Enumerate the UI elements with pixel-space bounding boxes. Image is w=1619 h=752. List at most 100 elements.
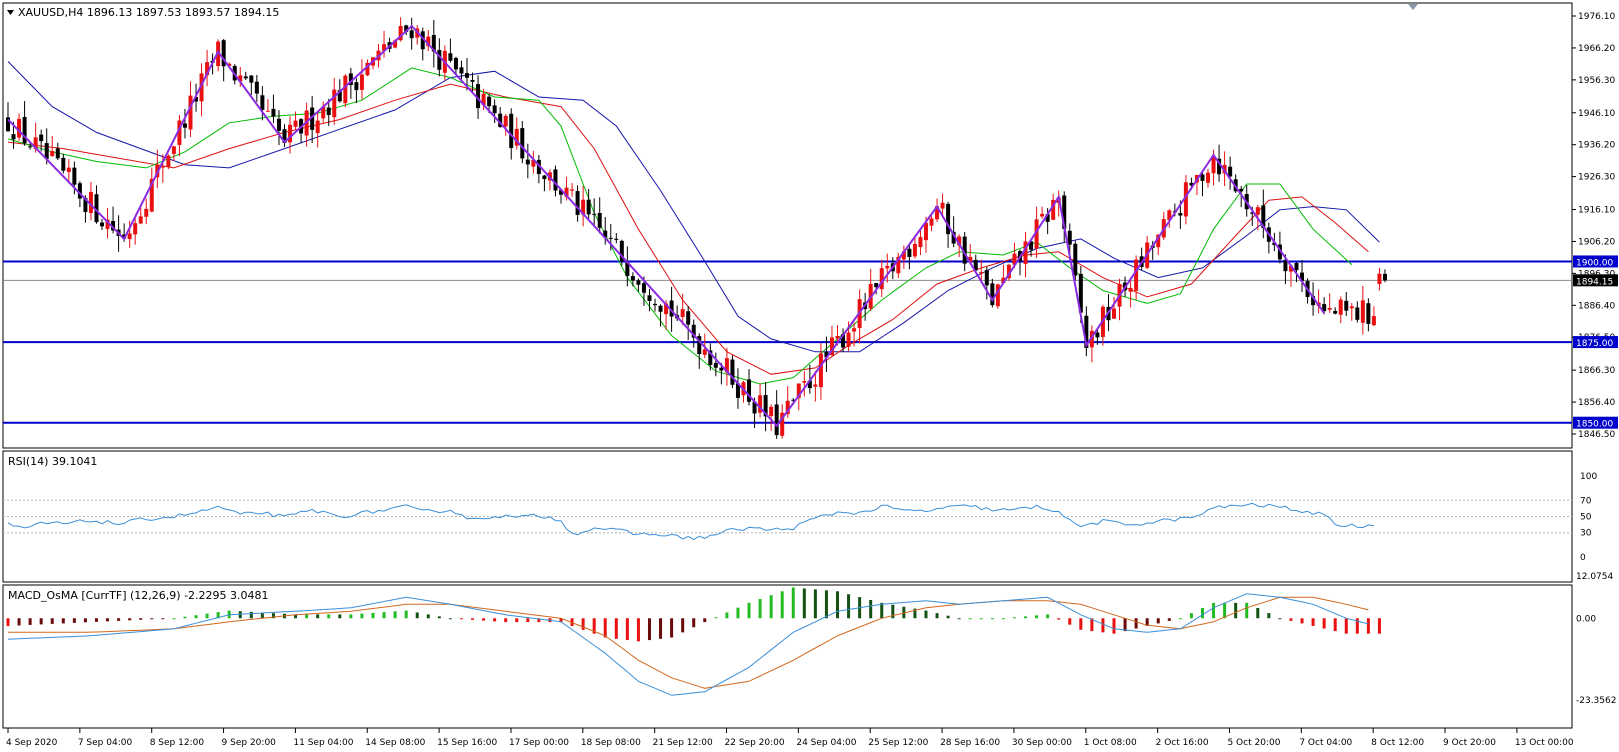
candle-body xyxy=(1006,264,1011,279)
osma-bar xyxy=(94,618,98,622)
candle-body xyxy=(1178,213,1183,216)
candle-body xyxy=(514,128,519,146)
osma-bar xyxy=(1377,618,1381,634)
osma-bar xyxy=(437,616,441,619)
time-tick-label: 13 Oct 00:00 xyxy=(1515,738,1574,748)
macd-plot xyxy=(6,587,1381,696)
candle-body xyxy=(968,256,973,263)
candle-body xyxy=(647,295,652,302)
osma-bar xyxy=(17,618,21,626)
candle-body xyxy=(962,236,967,264)
candle-body xyxy=(343,75,348,104)
osma-bar xyxy=(625,618,629,641)
level-badge xyxy=(1573,255,1618,268)
osma-bar xyxy=(614,618,618,639)
osma-bar xyxy=(780,591,784,619)
osma-bar xyxy=(1167,618,1171,621)
candle-body xyxy=(929,218,934,226)
time-tick-label: 30 Sep 00:00 xyxy=(1012,738,1072,748)
candle-body xyxy=(747,379,752,402)
osma-bar xyxy=(415,612,419,619)
osma-bar xyxy=(72,618,76,623)
candle-body xyxy=(1371,316,1376,326)
candle-body xyxy=(1277,244,1282,260)
zigzag-line xyxy=(7,24,1325,428)
candle-body xyxy=(1217,158,1222,175)
time-tick-label: 15 Sep 16:00 xyxy=(437,738,497,748)
candle-body xyxy=(885,265,890,269)
osma-bar xyxy=(28,618,32,625)
osma-bar xyxy=(1178,618,1182,620)
candle-body xyxy=(686,311,691,325)
candle-body xyxy=(614,238,619,240)
price-tick-label: 1846.50 xyxy=(1578,430,1615,440)
candle-body xyxy=(66,167,71,172)
candle-body xyxy=(669,300,674,317)
osma-bar xyxy=(382,612,386,619)
osma-bar xyxy=(238,611,242,619)
candle-body xyxy=(824,352,829,358)
candle-body xyxy=(984,270,989,286)
candle-body xyxy=(498,113,503,127)
candle-body xyxy=(122,234,127,239)
candle-body xyxy=(50,150,55,157)
candle-body xyxy=(254,81,259,94)
level-badge xyxy=(1573,416,1618,429)
candle-body xyxy=(807,380,812,389)
candle-body xyxy=(448,53,453,61)
main-panel-frame xyxy=(2,2,1573,449)
osma-bar xyxy=(139,618,143,620)
time-tick-label: 8 Oct 12:00 xyxy=(1371,738,1424,748)
time-tick-label: 21 Sep 12:00 xyxy=(653,738,713,748)
osma-bar xyxy=(1024,616,1028,619)
osma-bar xyxy=(83,618,87,623)
time-tick-label: 5 Oct 20:00 xyxy=(1227,738,1280,748)
candle-body xyxy=(636,280,641,285)
candle-body xyxy=(22,116,27,144)
candle-body xyxy=(492,105,497,114)
candle-body xyxy=(1261,205,1266,228)
candle-body xyxy=(1078,273,1083,313)
candle-body xyxy=(559,189,563,195)
time-tick-label: 7 Sep 04:00 xyxy=(78,738,133,748)
level-badge-label: 1875.00 xyxy=(1576,339,1613,349)
candle-body xyxy=(553,169,558,191)
candle-body xyxy=(321,106,326,119)
price-tick-label: 1926.30 xyxy=(1578,173,1615,183)
osma-bar xyxy=(183,616,187,619)
candle-body xyxy=(619,240,624,262)
candle-body xyxy=(730,359,735,385)
time-tick-label: 7 Oct 04:00 xyxy=(1299,738,1352,748)
osma-bar xyxy=(670,618,674,638)
candle-body xyxy=(1001,277,1006,284)
osma-bar xyxy=(493,618,497,622)
candle-body xyxy=(337,90,342,102)
osma-bar xyxy=(1344,618,1348,634)
candle-body xyxy=(1112,308,1116,319)
candle-body xyxy=(1134,259,1139,291)
candle-body xyxy=(1089,330,1094,348)
candle-body xyxy=(476,84,481,109)
shift-marker-icon[interactable] xyxy=(1408,4,1418,10)
rsi-plot xyxy=(3,499,1572,541)
candle-body xyxy=(138,216,143,224)
time-tick-label: 18 Sep 08:00 xyxy=(581,738,641,748)
candle-body xyxy=(680,309,685,317)
candle-body xyxy=(105,219,110,230)
candle-body xyxy=(127,233,132,240)
candle-body xyxy=(1344,300,1349,311)
candle-body xyxy=(1349,306,1354,309)
candle-body xyxy=(597,213,602,228)
osma-bar xyxy=(1267,613,1271,619)
osma-bar xyxy=(404,610,408,619)
candle-body xyxy=(907,248,912,257)
candle-body xyxy=(802,381,807,383)
triangle-down-icon[interactable] xyxy=(7,10,14,15)
candle-body xyxy=(238,75,243,82)
osma-bar xyxy=(647,618,651,641)
osma-bar xyxy=(946,615,950,619)
candle-body xyxy=(1128,287,1133,292)
osma-bar xyxy=(161,618,165,620)
candle-body xyxy=(166,155,171,168)
